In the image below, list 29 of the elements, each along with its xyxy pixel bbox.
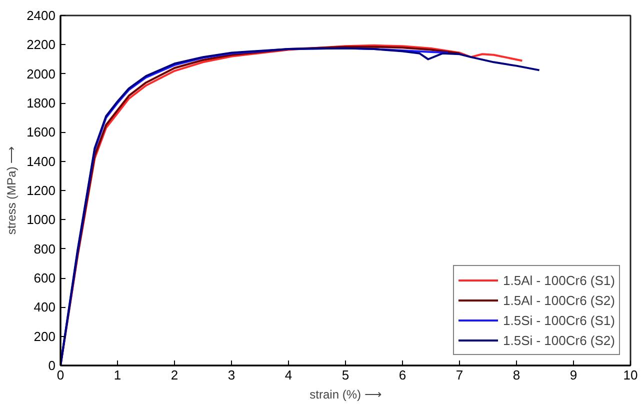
x-tick-label: 5: [342, 368, 350, 382]
x-tick-label: 6: [398, 368, 406, 382]
y-tick-label: 200: [34, 328, 56, 344]
y-tick-label: 1000: [26, 212, 56, 228]
y-tick-label: 1600: [26, 124, 56, 140]
x-tick-label: 1: [114, 368, 122, 382]
y-axis-title: stress (MPa) ⟶: [4, 146, 19, 235]
legend-label: 1.5Si - 100Cr6 (S1): [503, 312, 615, 328]
y-tick-label: 0: [48, 358, 56, 373]
x-tick-label: 4: [284, 368, 292, 382]
y-tick-label: 1800: [26, 96, 56, 110]
y-tick-label: 1200: [26, 183, 56, 198]
y-tick-label: 400: [34, 300, 56, 315]
x-tick-label: 2: [170, 368, 178, 382]
legend-label: 1.5Al - 100Cr6 (S2): [503, 292, 615, 308]
x-tick-label: 9: [570, 368, 578, 382]
y-tick-label: 800: [34, 241, 56, 256]
x-tick-label: 3: [228, 368, 236, 382]
y-tick-label: 600: [34, 270, 56, 286]
x-axis-title: strain (%) ⟶: [310, 388, 382, 402]
legend-label: 1.5Al - 100Cr6 (S1): [503, 272, 615, 288]
legend-label: 1.5Si - 100Cr6 (S2): [503, 332, 615, 348]
x-tick-label: 8: [512, 368, 520, 382]
y-tick-label: 2200: [26, 37, 56, 52]
y-tick-label: 1400: [26, 154, 56, 169]
x-tick-label: 10: [623, 368, 638, 382]
x-tick-label: 7: [456, 368, 464, 382]
y-tick-label: 2000: [26, 66, 56, 82]
y-tick-label: 2400: [26, 8, 56, 23]
